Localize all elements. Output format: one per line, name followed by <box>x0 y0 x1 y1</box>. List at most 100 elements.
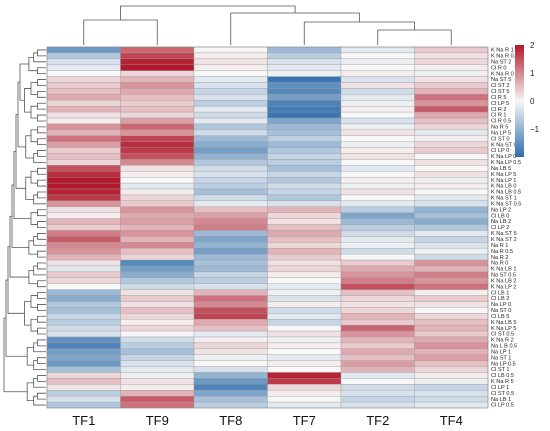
heatmap-cell <box>120 354 195 361</box>
heatmap-cell <box>414 271 489 278</box>
heatmap-cell <box>340 384 415 391</box>
row-label: Na L B 0.5 <box>491 344 517 350</box>
heatmap-cell <box>120 230 195 237</box>
heatmap-cell <box>414 330 489 338</box>
row-label: Cl LP 2 <box>491 225 509 231</box>
heatmap-cell <box>340 354 415 361</box>
heatmap-cell <box>340 52 415 60</box>
row-label: Cl R 2 <box>491 107 507 113</box>
heatmap-cell <box>267 324 342 332</box>
dendrogram-branch <box>37 280 46 288</box>
heatmap-cell <box>120 259 195 267</box>
heatmap-cell <box>414 230 489 237</box>
heatmap-cell <box>46 182 121 190</box>
dendrogram-branch <box>37 49 46 57</box>
heatmap-cell <box>193 242 268 249</box>
heatmap-cell <box>120 248 195 255</box>
heatmap-cell <box>267 182 342 190</box>
heatmap-cell <box>120 58 195 65</box>
heatmap-cell <box>414 135 489 142</box>
heatmap-cell <box>193 70 268 77</box>
heatmap-cell <box>340 336 415 344</box>
heatmap-cell <box>193 218 268 225</box>
heatmap-cell <box>414 46 489 54</box>
heatmap-cell <box>193 324 268 332</box>
heatmap-cell <box>267 301 342 308</box>
heatmap-cell <box>193 342 268 349</box>
heatmap-cell <box>193 82 268 89</box>
heatmap-cell <box>193 236 268 243</box>
row-label: K Na ST 0 <box>491 142 517 148</box>
heatmap-cell <box>267 378 342 385</box>
heatmap-cell <box>193 64 268 71</box>
dendrogram-branch <box>33 153 46 163</box>
heatmap-cell <box>193 153 268 160</box>
heatmap-border <box>46 46 489 409</box>
row-label: K Na ST 1 <box>491 196 517 202</box>
heatmap-cell <box>340 147 415 154</box>
heatmap-cell <box>46 212 121 219</box>
heatmap-cell <box>414 94 489 101</box>
heatmap-cell <box>120 313 195 320</box>
heatmap-cell <box>120 378 195 385</box>
row-label: Na R 0 <box>491 261 508 267</box>
heatmap-cell <box>46 52 121 60</box>
row-label: Cl LB 2 <box>491 296 509 302</box>
heatmap-cell <box>120 153 195 160</box>
heatmap-cell <box>46 188 121 196</box>
heatmap-cell <box>414 106 489 113</box>
heatmap-cell <box>340 76 415 83</box>
row-label: Na ST 2 <box>491 59 511 65</box>
heatmap-cell <box>340 224 415 231</box>
heatmap-cell <box>193 100 268 107</box>
heatmap-cell <box>414 111 489 119</box>
heatmap-cell <box>46 64 121 71</box>
dendrogram-branch <box>13 150 31 220</box>
heatmap-cell <box>267 265 342 273</box>
heatmap-cell <box>46 395 121 403</box>
dendrogram-branch <box>230 12 360 45</box>
heatmap-cell <box>414 188 489 196</box>
heatmap-cell <box>193 313 268 320</box>
heatmap-cell <box>46 153 121 160</box>
heatmap-cell <box>193 88 268 95</box>
row-label: Na LP 0 <box>491 302 511 308</box>
heatmap-cell <box>193 319 268 326</box>
row-label: Na ST 5 <box>491 77 511 83</box>
heatmap-cell <box>193 265 268 273</box>
heatmap-cell <box>46 354 121 361</box>
heatmap-cell <box>340 253 415 261</box>
row-label: K Na LP 0.5 <box>491 160 521 166</box>
heatmap-cell <box>267 248 342 255</box>
heatmap-cell <box>340 366 415 373</box>
color-legend-bar <box>515 45 524 157</box>
heatmap-cell <box>193 123 268 131</box>
heatmap-cell <box>46 194 121 202</box>
heatmap-cell <box>46 100 121 107</box>
row-label: Cl R 0.5 <box>491 119 511 125</box>
heatmap-cell <box>414 265 489 273</box>
heatmap-cell <box>193 253 268 261</box>
row-label: Cl ST 0 <box>491 136 510 142</box>
heatmap-cell <box>120 123 195 131</box>
heatmap-cell <box>267 123 342 131</box>
heatmap-cell <box>340 159 415 166</box>
row-label: Cl LP 0 <box>491 148 509 154</box>
dendrogram-branch <box>33 360 46 370</box>
heatmap-cell <box>46 301 121 308</box>
dendrogram-branch <box>37 262 46 270</box>
heatmap-cell <box>340 200 415 207</box>
heatmap-cell <box>414 82 489 89</box>
heatmap-cell <box>267 206 342 213</box>
heatmap-cell <box>414 52 489 60</box>
heatmap-cell <box>340 342 415 349</box>
heatmap-cell <box>340 123 415 131</box>
row-label: Cl ST 5 <box>491 89 510 95</box>
row-label: Cl LB 0.5 <box>491 373 514 379</box>
heatmap-cell <box>46 271 121 278</box>
row-label: Na LB 2 <box>491 219 511 225</box>
heatmap-cell <box>267 171 342 178</box>
column-label: TF8 <box>219 413 242 428</box>
row-label: Na R 5 <box>491 125 508 131</box>
heatmap-cell <box>340 372 415 379</box>
